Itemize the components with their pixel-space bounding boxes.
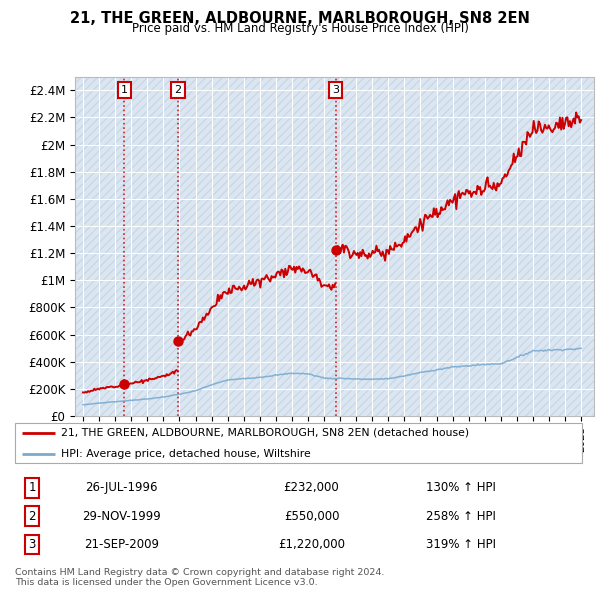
Text: 130% ↑ HPI: 130% ↑ HPI — [427, 481, 496, 494]
Text: 1: 1 — [28, 481, 36, 494]
Text: 2: 2 — [175, 86, 182, 95]
Text: 21-SEP-2009: 21-SEP-2009 — [84, 538, 159, 551]
Text: 21, THE GREEN, ALDBOURNE, MARLBOROUGH, SN8 2EN (detached house): 21, THE GREEN, ALDBOURNE, MARLBOROUGH, S… — [61, 428, 469, 438]
Text: Contains HM Land Registry data © Crown copyright and database right 2024.
This d: Contains HM Land Registry data © Crown c… — [15, 568, 385, 587]
Text: £1,220,000: £1,220,000 — [278, 538, 345, 551]
Text: 3: 3 — [332, 86, 339, 95]
FancyBboxPatch shape — [15, 423, 582, 463]
Text: 2: 2 — [28, 510, 36, 523]
Text: 26-JUL-1996: 26-JUL-1996 — [85, 481, 158, 494]
Text: 319% ↑ HPI: 319% ↑ HPI — [426, 538, 496, 551]
Text: HPI: Average price, detached house, Wiltshire: HPI: Average price, detached house, Wilt… — [61, 448, 311, 458]
Text: £232,000: £232,000 — [284, 481, 340, 494]
Text: Price paid vs. HM Land Registry's House Price Index (HPI): Price paid vs. HM Land Registry's House … — [131, 22, 469, 35]
Text: 29-NOV-1999: 29-NOV-1999 — [82, 510, 161, 523]
Text: 3: 3 — [28, 538, 36, 551]
Text: 21, THE GREEN, ALDBOURNE, MARLBOROUGH, SN8 2EN: 21, THE GREEN, ALDBOURNE, MARLBOROUGH, S… — [70, 11, 530, 25]
Text: £550,000: £550,000 — [284, 510, 339, 523]
Text: 1: 1 — [121, 86, 128, 95]
Text: 258% ↑ HPI: 258% ↑ HPI — [427, 510, 496, 523]
